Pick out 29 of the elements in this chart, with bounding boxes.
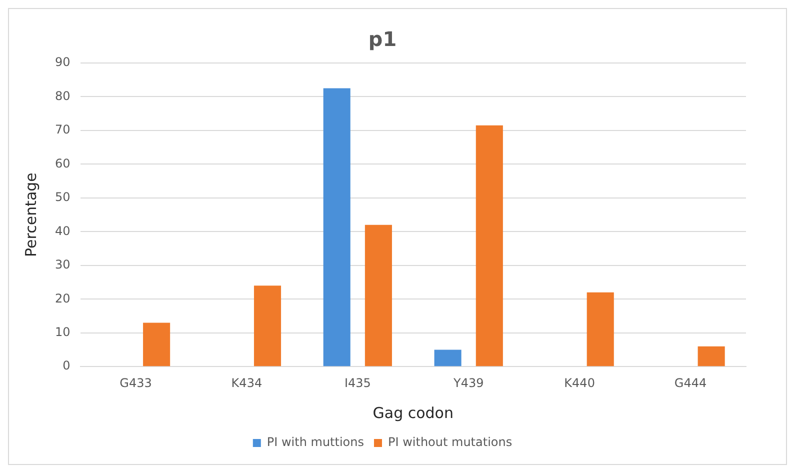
bar	[434, 350, 462, 366]
y-tick-label: 50	[54, 190, 70, 204]
bar	[586, 292, 614, 366]
y-tick-label: 70	[54, 122, 70, 137]
bar	[476, 125, 503, 366]
bar	[698, 346, 725, 366]
bar	[254, 286, 282, 366]
x-tick-label: K434	[231, 376, 262, 390]
x-tick-label: G433	[120, 376, 152, 390]
x-tick-label: Y439	[452, 376, 484, 390]
y-tick-label: 30	[54, 258, 70, 272]
legend-label: PI with muttions	[266, 435, 364, 450]
y-tick-label: 90	[54, 55, 70, 70]
x-tick-label: K440	[564, 376, 595, 390]
bar	[364, 224, 392, 366]
legend-label: PI without mutations	[388, 435, 512, 450]
y-axis-title: Percentage	[22, 172, 40, 257]
chart-title: p1	[368, 27, 397, 52]
x-tick-label: I435	[344, 376, 371, 390]
x-tick-label: G444	[674, 376, 707, 390]
bar	[143, 322, 170, 366]
y-tick-label: 80	[54, 88, 70, 103]
y-tick-label: 40	[54, 224, 70, 238]
y-tick-label: 20	[54, 291, 70, 306]
y-tick-label: 10	[54, 324, 70, 339]
y-tick-label: 60	[54, 156, 70, 170]
x-axis-title: Gag codon	[372, 404, 454, 422]
bar	[323, 88, 350, 366]
y-tick-label: 0	[62, 358, 70, 373]
